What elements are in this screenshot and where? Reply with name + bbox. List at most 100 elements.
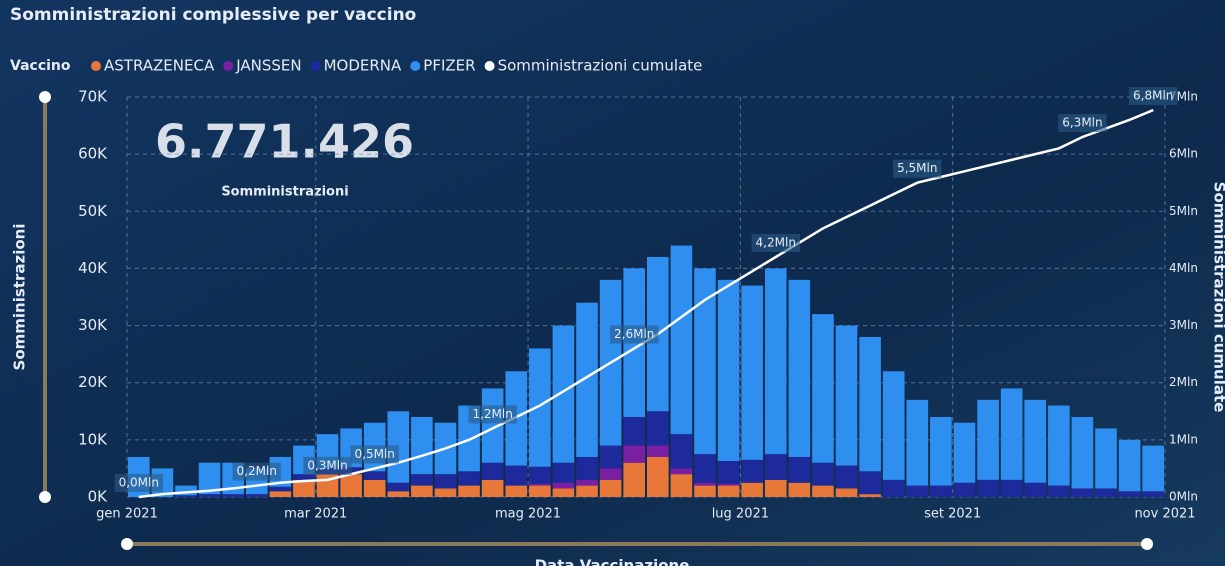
bar-segment (977, 479, 999, 497)
bar-segment (930, 485, 952, 497)
data-label: 0,5Mln (355, 447, 395, 461)
y-tick-label: 70K (78, 88, 108, 106)
bar-segment (293, 479, 315, 497)
bar-segment (1000, 388, 1023, 480)
legend-marker (223, 61, 234, 71)
bar-segment (434, 488, 457, 497)
bar-segment (764, 268, 787, 455)
bar-segment (599, 445, 622, 469)
x-axis-title: Data Vaccinazione (535, 557, 690, 566)
y2-axis-title: Somministrazioni cumulate (1211, 182, 1225, 413)
bar-segment (552, 462, 575, 483)
bar-segment (293, 474, 315, 480)
bar-segment (1024, 482, 1047, 497)
bar-segment (552, 482, 575, 489)
bar-segment (788, 457, 811, 483)
bar-segment (1095, 428, 1117, 489)
legend-label: ASTRAZENECA (104, 57, 215, 75)
bar-segment (953, 422, 976, 483)
legend-title: Vaccino (10, 58, 71, 74)
bar-segment (835, 325, 858, 466)
bar-segment (411, 417, 433, 475)
kpi-label: Somministrazioni (221, 185, 348, 200)
bar-segment (694, 482, 716, 486)
bar-segment (529, 483, 551, 486)
bar-segment (198, 494, 221, 497)
bar-segment (670, 434, 693, 469)
y-tick-label: 40K (78, 259, 108, 277)
bar-segment (1024, 399, 1047, 483)
y2-tick-label: 0Mln (1169, 490, 1198, 504)
bar-segment (764, 454, 787, 480)
data-label-bg (1129, 87, 1178, 106)
bar-segment (977, 399, 999, 480)
bar-segment (882, 479, 905, 497)
bar-segment (812, 462, 834, 486)
bar-segment (694, 268, 716, 455)
bar-segment (529, 485, 551, 497)
bar-segment (1048, 485, 1070, 497)
y-tick-label: 10K (78, 430, 108, 448)
y2-tick-label: 1Mln (1169, 432, 1198, 446)
slider-handle[interactable] (1141, 538, 1153, 550)
bar-segment (859, 494, 881, 497)
bar-segment (340, 474, 362, 497)
legend-label: PFIZER (423, 57, 475, 75)
bar-segment (835, 488, 858, 497)
bar-segment (458, 485, 480, 497)
bar-segment (458, 471, 480, 486)
bar-segment (788, 482, 811, 497)
slider-handle[interactable] (39, 491, 51, 503)
bar-segment (1048, 405, 1070, 486)
bar-segment (363, 479, 386, 497)
bar-segment (222, 494, 244, 497)
bar-segment (741, 482, 763, 497)
data-label-bg (468, 405, 517, 424)
bar-segment (411, 485, 433, 497)
x-tick-label: lug 2021 (712, 507, 769, 522)
bar-segment (859, 337, 881, 472)
bar-segment (670, 245, 693, 435)
bar-segment (882, 371, 905, 480)
y2-tick-label: 4Mln (1169, 261, 1198, 275)
y2-tick-label: 6Mln (1169, 147, 1198, 161)
y2-tick-label: 3Mln (1169, 318, 1198, 332)
y-tick-label: 20K (78, 373, 108, 391)
legend-marker (484, 61, 495, 71)
data-label-bg (232, 462, 281, 481)
y-tick-label: 0K (88, 488, 109, 506)
bar-segment (552, 325, 575, 463)
bar-segment (481, 462, 504, 480)
slider-handle[interactable] (121, 538, 133, 550)
data-label-bg (610, 325, 659, 344)
bar-segment (1000, 479, 1023, 497)
data-label-bg (751, 234, 800, 252)
legend-label: Somministrazioni cumulate (498, 57, 703, 75)
bar-segment (670, 474, 693, 497)
bar-segment (717, 483, 740, 486)
bar-segment (859, 471, 881, 495)
data-label-bg (114, 474, 163, 492)
bar-segment (953, 482, 976, 497)
bar-segment (1118, 439, 1141, 492)
bar-segment (623, 445, 645, 463)
bar-segment (1071, 417, 1094, 489)
legend: ASTRAZENECA JANSSEN MODERNA PFIZER Somminist… (91, 57, 702, 75)
data-label: 6,3Mln (1062, 116, 1102, 130)
y-tick-label: 50K (78, 202, 108, 220)
bar-segment (764, 479, 787, 497)
data-label: 0,3Mln (307, 458, 347, 472)
bar-segment (906, 485, 929, 497)
y-tick-label: 30K (78, 316, 108, 334)
bar-segment (529, 466, 551, 484)
slider-handle[interactable] (39, 91, 51, 103)
bar-segment (387, 491, 410, 497)
bar-segment (623, 417, 645, 446)
bar-segment (647, 411, 669, 446)
bar-segment (599, 479, 622, 497)
bar-segment (1095, 488, 1117, 497)
legend-marker (410, 61, 421, 71)
data-label: 6,8Mln (1133, 89, 1173, 103)
x-tick-label: gen 2021 (96, 507, 158, 522)
